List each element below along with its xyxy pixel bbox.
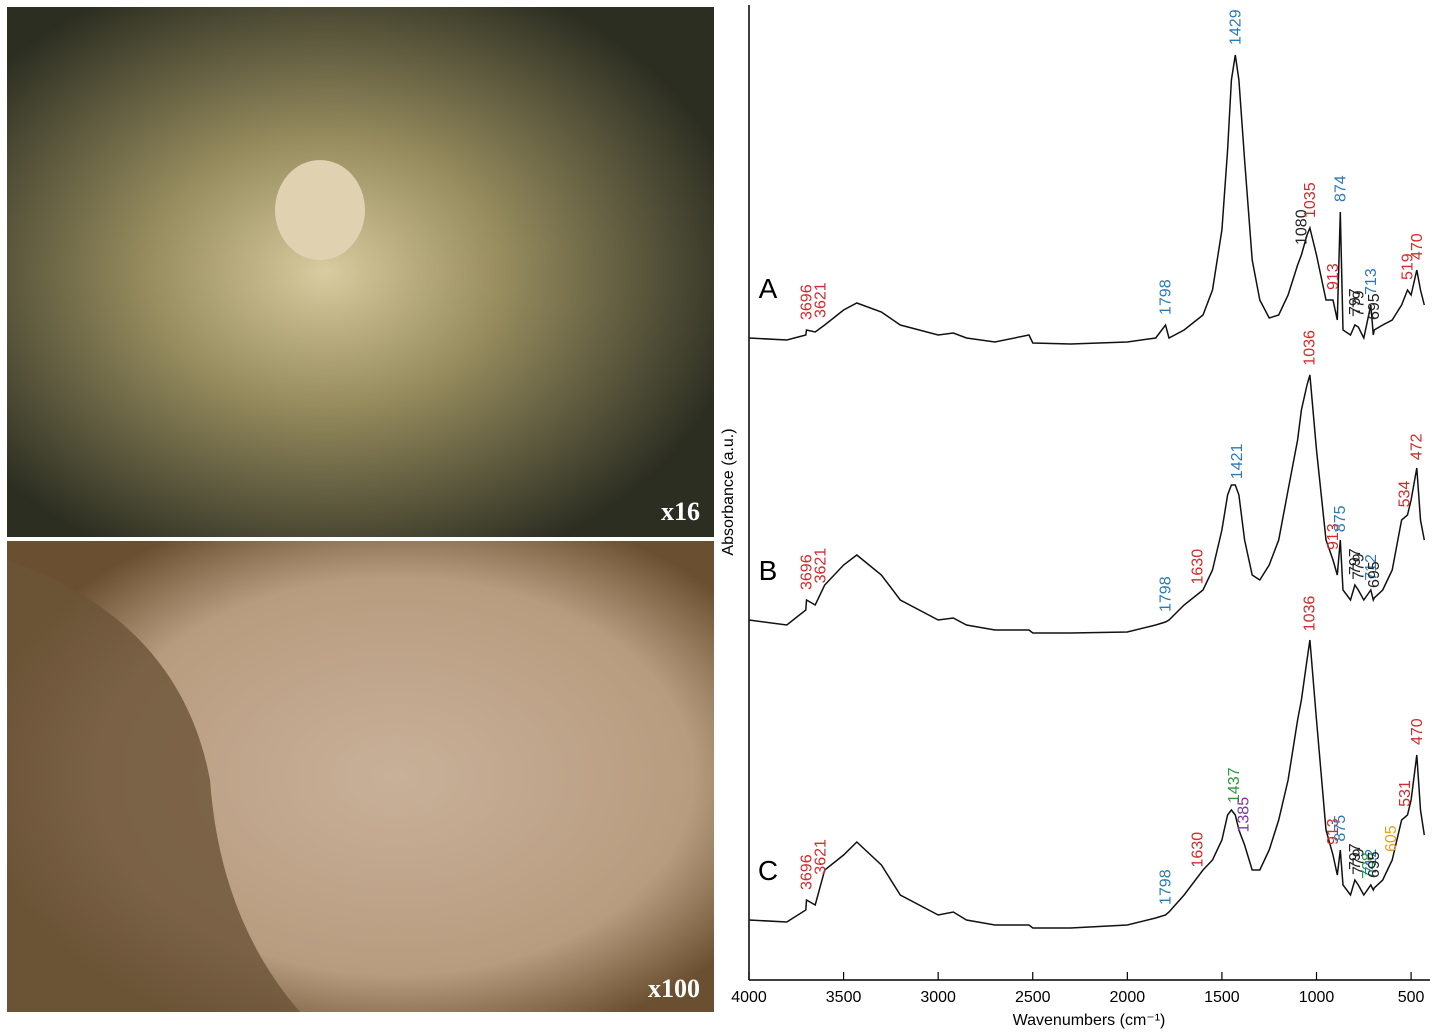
peak-label: 713 <box>1363 268 1380 295</box>
peak-label: 531 <box>1397 780 1414 807</box>
peak-label: 875 <box>1332 505 1349 532</box>
x-tick-label: 1000 <box>1299 989 1335 1006</box>
peak-label: 1385 <box>1236 797 1253 833</box>
photo-x16 <box>7 7 714 537</box>
peak-label: 3621 <box>813 839 830 875</box>
peak-label: 3621 <box>813 282 830 318</box>
page: x16 x100 Wavenumbers (cm⁻¹) Absorbance (… <box>0 0 1437 1032</box>
peak-label: 470 <box>1409 233 1426 260</box>
series-label: C <box>758 855 778 886</box>
x-tick-label: 4000 <box>731 989 767 1006</box>
figure: x16 x100 Wavenumbers (cm⁻¹) Absorbance (… <box>0 0 1437 1032</box>
y-axis-label: Absorbance (a.u.) <box>720 428 737 555</box>
peak-label: 1035 <box>1302 182 1319 218</box>
spectrum-line <box>749 375 1424 633</box>
x-axis-label: Wavenumbers (cm⁻¹) <box>1013 1012 1166 1029</box>
peak-label: 1429 <box>1227 9 1244 45</box>
peak-label: 1798 <box>1158 869 1175 905</box>
peak-label: 534 <box>1397 481 1414 508</box>
spectrum-line <box>749 55 1424 344</box>
series-label: B <box>759 555 778 586</box>
peak-label: 1421 <box>1229 444 1246 480</box>
peak-label: 913 <box>1325 263 1342 290</box>
magnification-label: x100 <box>648 974 700 1003</box>
x-tick-label: 2000 <box>1110 989 1146 1006</box>
peak-label: 875 <box>1332 815 1349 842</box>
spectrum-line <box>749 640 1424 928</box>
x-tick-label: 1500 <box>1204 989 1240 1006</box>
peak-label: 1630 <box>1189 549 1206 585</box>
peak-label: 1036 <box>1302 596 1319 632</box>
peak-label: 1036 <box>1302 330 1319 366</box>
x-tick-label: 2500 <box>1015 989 1051 1006</box>
series-label: A <box>759 273 778 304</box>
peak-label: 1798 <box>1158 576 1175 612</box>
peak-label: 605 <box>1383 825 1400 852</box>
peak-label: 470 <box>1409 718 1426 745</box>
peak-label: 3621 <box>813 548 830 584</box>
x-tick-label: 500 <box>1398 989 1425 1006</box>
peak-label: 874 <box>1332 175 1349 202</box>
peak-label: 695 <box>1366 851 1383 878</box>
pebble <box>275 160 365 260</box>
peak-label: 1630 <box>1189 832 1206 868</box>
peak-label: 695 <box>1366 293 1383 320</box>
x-tick-label: 3500 <box>826 989 862 1006</box>
x-tick-label: 3000 <box>920 989 956 1006</box>
peak-label: 472 <box>1408 433 1425 460</box>
magnification-label: x16 <box>661 497 700 526</box>
peak-label: 695 <box>1366 561 1383 588</box>
peak-label: 1798 <box>1158 279 1175 315</box>
